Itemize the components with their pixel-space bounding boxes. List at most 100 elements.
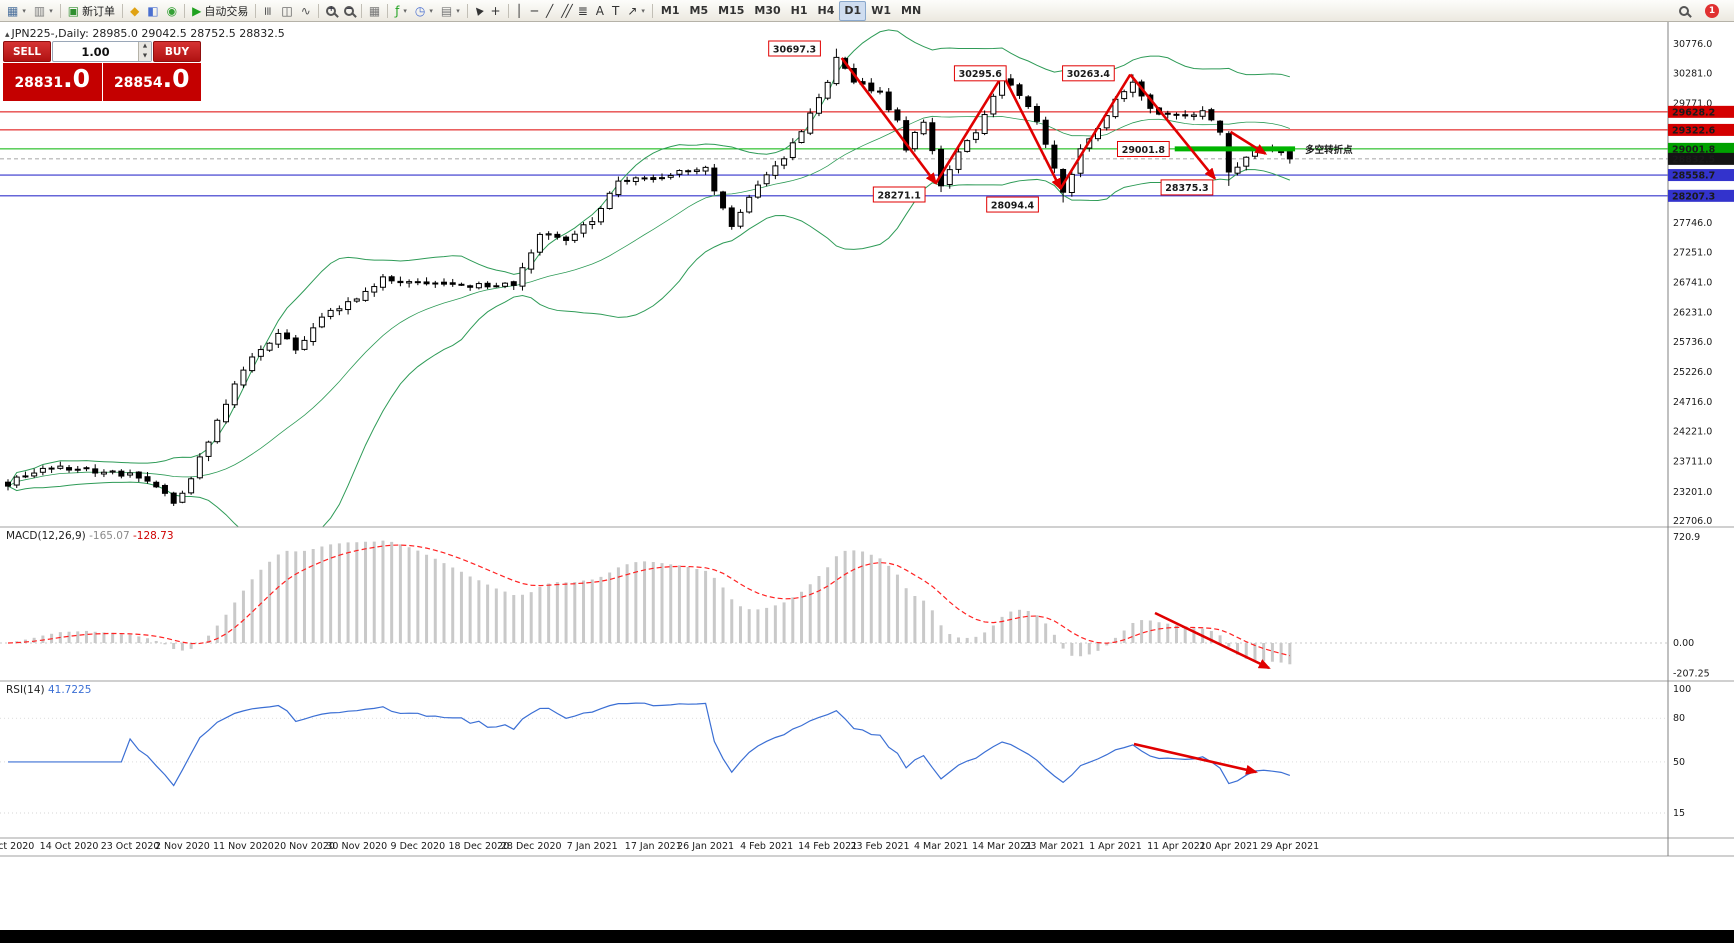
toolbar-separator (651, 3, 653, 18)
autotrading-icon: ▶ (192, 3, 202, 18)
search-button[interactable] (1675, 1, 1693, 21)
toolbar-separator (387, 3, 389, 18)
buy-price[interactable]: 28854.0 (102, 63, 201, 101)
macd-trend-arrow (1154, 611, 1271, 670)
timeframe-h1-button[interactable]: H1 (786, 1, 813, 21)
indicators-list-button[interactable]: ƒ ▾ (391, 1, 411, 21)
price-chart[interactable] (5, 29, 1293, 549)
autotrading-button[interactable]: ▶ 自动交易 (188, 1, 252, 21)
timeframe-m1-label: M1 (660, 4, 680, 17)
svg-text:26231.0: 26231.0 (1673, 308, 1712, 319)
volume-value[interactable]: 1.00 (81, 44, 110, 59)
price-annotation-box (768, 40, 821, 57)
sell-price[interactable]: 28831.0 (3, 63, 102, 101)
label-tool-button[interactable]: T (608, 1, 623, 21)
timeframe-h4-button[interactable]: H4 (813, 1, 840, 21)
notifications-badge: 1 (1705, 3, 1719, 18)
templates-icon: ▤ (440, 3, 453, 18)
symbol-icon: ▴ (5, 30, 10, 40)
timeframe-d1-button[interactable]: D1 (839, 0, 867, 21)
cursor-tool-icon: ▲ (471, 3, 485, 17)
market-watch-button[interactable]: ◆ (126, 1, 143, 21)
timeframe-m15-button[interactable]: M15 (713, 1, 749, 21)
price-annotation-text: 30263.4 (1067, 69, 1111, 80)
timeframe-m1-button[interactable]: M1 (656, 1, 685, 21)
chart-profiles-button[interactable]: ▥ ▾ (30, 1, 57, 21)
svg-text:18 Dec 2020: 18 Dec 2020 (449, 841, 510, 852)
macd-name: MACD(12,26,9) (6, 530, 86, 542)
price-tag (1668, 169, 1734, 182)
horizontal-line-tool-button[interactable]: ─ (527, 1, 542, 21)
svg-text:22706.0: 22706.0 (1673, 516, 1712, 527)
sell-button[interactable]: SELL (3, 41, 51, 62)
svg-text:80: 80 (1673, 713, 1685, 724)
svg-text:29628.2: 29628.2 (1672, 107, 1715, 118)
line-chart-type-button[interactable]: ∿ (297, 1, 315, 21)
bollinger-middle-band (7, 115, 1290, 487)
svg-text:23711.0: 23711.0 (1673, 457, 1712, 468)
chart-annotations[interactable]: 多空转折点 30697.3 30295.6 30263.4 29001.8 28271.1… (768, 40, 1353, 213)
arrows-tool-button[interactable]: ↗ ▾ (623, 1, 649, 21)
vertical-line-tool-button[interactable]: │ (512, 1, 527, 21)
macd-signal-line (7, 544, 1290, 657)
fibonacci-tool-button[interactable]: ≣ (574, 1, 592, 21)
timeframes-menu-button[interactable]: ◷ ▾ (411, 1, 437, 21)
text-tool-icon: A (595, 3, 604, 18)
text-tool-button[interactable]: A (592, 1, 608, 21)
rsi-name: RSI(14) (6, 684, 45, 696)
price-annotation-text: 30697.3 (773, 44, 816, 55)
svg-text:5 Oct 2020: 5 Oct 2020 (0, 841, 34, 852)
zoom-out-button[interactable]: − (340, 1, 358, 21)
rsi-indicator-label: RSI(14) 41.7225 (6, 684, 91, 696)
macd-indicator-label: MACD(12,26,9) -165.07 -128.73 (6, 530, 174, 542)
buy-button[interactable]: BUY (153, 41, 201, 62)
svg-text:29322.6: 29322.6 (1672, 125, 1716, 136)
candlestick-chart-type-button[interactable]: ◫ (277, 1, 296, 21)
cursor-tool-button[interactable]: ▲ (471, 1, 487, 21)
timeframe-m5-button[interactable]: M5 (685, 1, 714, 21)
svg-text:50: 50 (1673, 757, 1685, 768)
candles (5, 48, 1293, 507)
data-window-button[interactable]: ◧ (143, 1, 162, 21)
volume-down-button[interactable]: ▼ (138, 51, 151, 61)
trendline-tool-icon: ╱ (546, 3, 554, 18)
timeframe-m30-button[interactable]: M30 (749, 1, 785, 21)
navigator-icon: ◉ (166, 3, 178, 18)
toolbar-separator (59, 3, 61, 18)
new-order-button[interactable]: ▣ 新订单 (64, 1, 119, 21)
volume-input[interactable]: 1.00 ▲ ▼ (52, 41, 152, 62)
channel-tool-button[interactable]: ╱╱ (557, 1, 573, 21)
line-chart-type-icon: ∿ (300, 3, 311, 18)
notifications-button[interactable]: 1 (1701, 1, 1723, 21)
new-chart-button[interactable]: ▦ ▾ (3, 1, 30, 21)
tile-windows-button[interactable]: ▦ (365, 1, 384, 21)
rsi-panel[interactable] (0, 702, 1668, 814)
templates-caret-icon: ▾ (456, 6, 460, 15)
navigator-button[interactable]: ◉ (163, 1, 181, 21)
timeframe-w1-label: W1 (871, 4, 891, 17)
bar-chart-type-button[interactable]: ≡ (259, 1, 277, 21)
chart-profiles-caret-icon: ▾ (49, 6, 53, 15)
volume-up-button[interactable]: ▲ (138, 42, 151, 52)
macd-panel[interactable] (0, 540, 1668, 665)
trend-arrow (1129, 73, 1217, 181)
vertical-line-tool-icon: │ (515, 3, 523, 18)
crosshair-tool-button[interactable]: + (486, 1, 504, 21)
svg-text:23 Mar 2021: 23 Mar 2021 (1024, 841, 1084, 852)
svg-text:14 Oct 2020: 14 Oct 2020 (40, 841, 99, 852)
timeframe-w1-button[interactable]: W1 (866, 1, 896, 21)
timeframe-mn-label: MN (901, 4, 922, 17)
price-axis[interactable]: 30776.0 30281.0 29771.0 27746.0 27251.0 26741… (1668, 39, 1734, 819)
trendline-tool-button[interactable]: ╱ (542, 1, 557, 21)
timeframe-mn-button[interactable]: MN (896, 1, 926, 21)
volume-spinner: ▲ ▼ (138, 42, 151, 61)
svg-text:0.00: 0.00 (1673, 638, 1694, 649)
templates-button[interactable]: ▤ ▾ (437, 1, 464, 21)
buy-price-main: 28854 (113, 75, 163, 91)
horizontal-level-lines[interactable] (0, 111, 1668, 197)
zoom-in-button[interactable]: + (322, 1, 340, 21)
price-tag (1668, 142, 1734, 155)
svg-text:9 Dec 2020: 9 Dec 2020 (391, 841, 446, 852)
